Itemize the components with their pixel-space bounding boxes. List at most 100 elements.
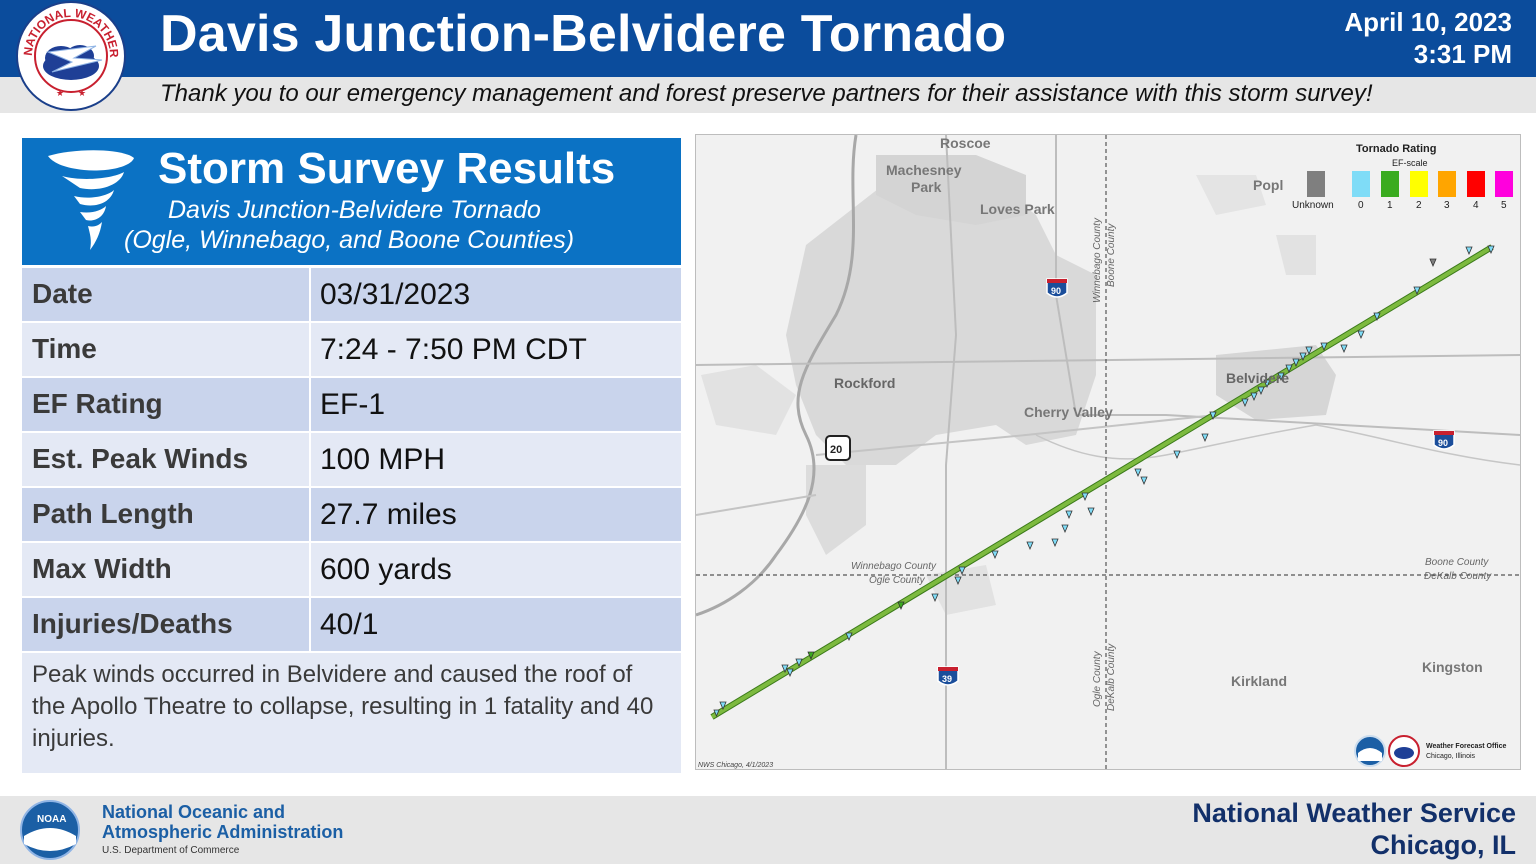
damage-point[interactable] (991, 550, 999, 560)
damage-point[interactable] (1277, 372, 1285, 382)
noaa-logo-text: NOAA (37, 814, 66, 825)
place-label: Kirkland (1231, 673, 1287, 689)
legend-label: 3 (1444, 200, 1450, 211)
damage-point[interactable] (1134, 468, 1142, 478)
nws-office-name: National Weather Service (1192, 798, 1516, 828)
wfo-label: Weather Forecast Office (1426, 743, 1507, 750)
svg-text:★: ★ (56, 88, 64, 98)
damage-point[interactable] (1026, 541, 1034, 551)
wfo-location: Chicago, Illinois (1426, 753, 1476, 760)
row-value: 27.7 miles (320, 498, 457, 531)
damage-point[interactable] (1340, 344, 1348, 354)
damage-point[interactable] (1413, 286, 1421, 296)
row-value: 100 MPH (320, 443, 446, 476)
damage-point[interactable] (1429, 258, 1437, 268)
survey-panel-title: Storm Survey Results (158, 144, 616, 193)
damage-point[interactable] (958, 566, 966, 576)
damage-point[interactable] (1263, 379, 1271, 389)
header-bar (0, 0, 1536, 77)
damage-point[interactable] (1081, 492, 1089, 502)
damage-point[interactable] (1065, 510, 1073, 520)
damage-point[interactable] (897, 601, 905, 611)
interstate-90-shield-east: 90 (1433, 430, 1455, 450)
machesney-urban-area (876, 155, 1026, 225)
damage-point[interactable] (1209, 411, 1217, 421)
damage-point[interactable] (1320, 342, 1328, 352)
subtitle-bar (0, 77, 1536, 113)
damage-point[interactable] (1173, 450, 1181, 460)
damage-point[interactable] (719, 701, 727, 711)
county-label: Boone County (1425, 557, 1489, 568)
interstate-90 (1055, 135, 1520, 436)
place-label: Loves Park (980, 201, 1055, 217)
airport-area (806, 465, 866, 555)
legend-label: 0 (1358, 200, 1364, 211)
place-label: Cherry Valley (1024, 404, 1113, 420)
damage-point[interactable] (1140, 476, 1148, 486)
nws-logo: NATIONAL WEATHER SERVICE ★ ★ (12, 0, 126, 111)
row-time: Time 7:24 - 7:50 PM CDT (22, 323, 681, 378)
damage-point[interactable] (1465, 246, 1473, 256)
legend-label: 2 (1416, 200, 1422, 211)
highway-label: 39 (942, 674, 952, 684)
survey-note: Peak winds occurred in Belvidere and cau… (22, 653, 681, 773)
damage-point[interactable] (781, 664, 789, 674)
survey-panel-counties: (Ogle, Winnebago, and Boone Counties) (124, 226, 575, 254)
footer-bar (0, 796, 1536, 864)
rockford-urban-area (786, 175, 1096, 465)
legend-title: Tornado Rating (1356, 143, 1436, 155)
legend-label: 1 (1387, 200, 1393, 211)
damage-point[interactable] (1051, 538, 1059, 548)
damage-point[interactable] (1305, 346, 1313, 356)
damage-point[interactable] (931, 593, 939, 603)
nws-office-location: Chicago, IL (1370, 830, 1516, 860)
county-label: Ogle County (1092, 650, 1103, 707)
damage-point[interactable] (1250, 392, 1258, 402)
damage-point[interactable] (1241, 398, 1249, 408)
damage-point[interactable] (1299, 352, 1307, 362)
survey-results-panel: Storm Survey Results Davis Junction-Belv… (22, 138, 681, 773)
damage-point[interactable] (795, 658, 803, 668)
county-label: Winnebago County (1092, 217, 1103, 303)
place-label: Roscoe (940, 135, 991, 151)
damage-point[interactable] (1487, 245, 1495, 255)
damage-point[interactable] (1285, 364, 1293, 374)
county-label: Ogle County (869, 575, 926, 586)
damage-point[interactable] (713, 709, 720, 718)
us-20-shield: 20 (825, 435, 851, 461)
row-label: EF Rating (32, 388, 163, 419)
map-credit: NWS Chicago, 4/1/2023 (698, 762, 773, 769)
row-value: 600 yards (320, 553, 452, 586)
damage-point[interactable] (1357, 330, 1365, 340)
tornado-track-map[interactable]: Roscoe Machesney Park Loves Park Popl Ro… (695, 134, 1521, 770)
map-canvas[interactable]: Roscoe Machesney Park Loves Park Popl Ro… (696, 135, 1520, 769)
interstate-90-shield: 90 (1046, 278, 1068, 298)
county-label: Winnebago County (851, 561, 937, 572)
road (696, 354, 1520, 366)
row-path-length: Path Length 27.7 miles (22, 488, 681, 543)
row-label: Injuries/Deaths (32, 608, 233, 639)
legend-label: 4 (1473, 200, 1479, 211)
legend-swatch (1495, 171, 1513, 197)
survey-panel-subtitle: Davis Junction-Belvidere Tornado (168, 196, 541, 224)
legend-swatch (1307, 171, 1325, 197)
thanks-message: Thank you to our emergency management an… (160, 80, 1373, 107)
damage-point[interactable] (1292, 358, 1300, 368)
damage-point[interactable] (807, 651, 815, 661)
damage-point[interactable] (1257, 386, 1265, 396)
noaa-name-line2: Atmospheric Administration (102, 822, 344, 842)
damage-point[interactable] (1087, 507, 1095, 517)
damage-point[interactable] (786, 668, 794, 678)
damage-point[interactable] (1061, 524, 1069, 534)
highway-label: 20 (830, 444, 842, 456)
county-label: DeKalb County (1106, 643, 1117, 711)
legend-swatch (1410, 171, 1428, 197)
damage-point[interactable] (1373, 312, 1381, 322)
damage-point[interactable] (1201, 433, 1209, 443)
place-label: Kingston (1422, 659, 1483, 675)
legend-swatch (1352, 171, 1370, 197)
damage-point[interactable] (845, 632, 853, 642)
damage-point[interactable] (954, 576, 962, 586)
legend-subtitle: EF-scale (1392, 158, 1428, 168)
row-date: Date 03/31/2023 (22, 268, 681, 323)
